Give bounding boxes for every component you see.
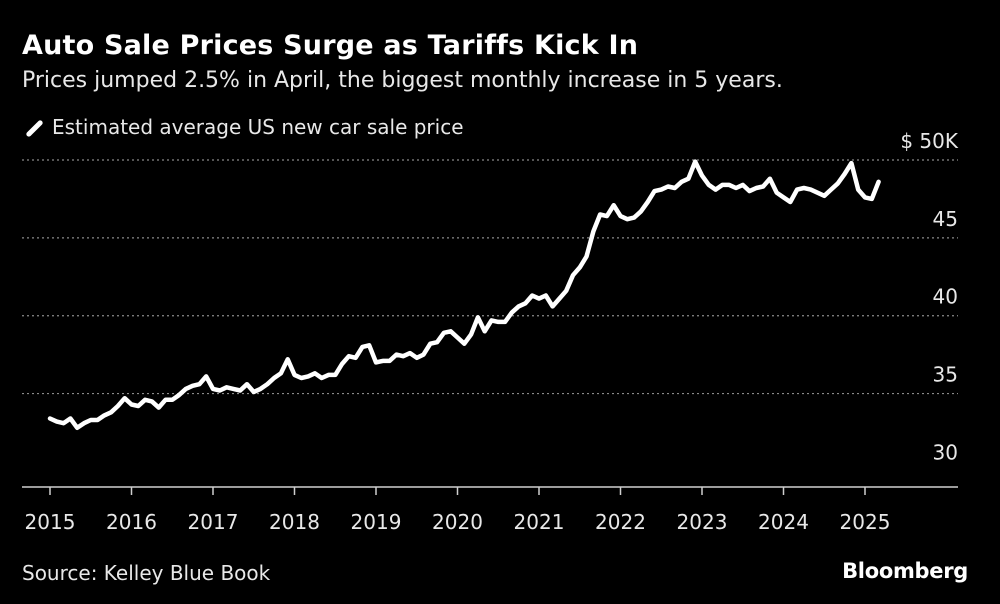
bloomberg-logo: Bloomberg: [842, 559, 968, 583]
x-tick-label-2016: 2016: [106, 510, 157, 534]
series-line-price: [47, 159, 881, 431]
x-tick-label-2020: 2020: [432, 510, 483, 534]
y-axis-labels: 30 35 40 45 $ 50K: [900, 129, 959, 464]
y-tick-label-40: 40: [933, 285, 958, 309]
x-tick-label-2017: 2017: [188, 510, 239, 534]
x-tick-label-2019: 2019: [351, 510, 402, 534]
chart-subtitle: Prices jumped 2.5% in April, the biggest…: [22, 68, 783, 93]
x-tick-label-2024: 2024: [758, 510, 809, 534]
x-axis-labels: 2015 2016 2017 2018 2019 2020 2021 2022 2023 2024…: [25, 510, 891, 534]
x-tick-label-2023: 2023: [677, 510, 728, 534]
chart-title: Auto Sale Prices Surge as Tariffs Kick I…: [22, 30, 639, 61]
x-tick-label-2021: 2021: [514, 510, 565, 534]
series-layer: [47, 159, 881, 431]
x-axis: [22, 486, 958, 495]
legend-label: Estimated average US new car sale price: [52, 115, 464, 139]
x-tick-label-2022: 2022: [595, 510, 646, 534]
source-note: Source: Kelley Blue Book: [22, 561, 271, 585]
x-tick-label-2018: 2018: [269, 510, 320, 534]
y-tick-label-35: 35: [933, 363, 958, 387]
x-tick-label-2025: 2025: [840, 510, 891, 534]
y-tick-label-45: 45: [933, 207, 958, 231]
legend: Estimated average US new car sale price: [22, 115, 464, 139]
x-tick-label-2015: 2015: [25, 510, 76, 534]
y-tick-label-30: 30: [933, 440, 958, 464]
y-tick-label-50: $ 50K: [900, 129, 959, 153]
